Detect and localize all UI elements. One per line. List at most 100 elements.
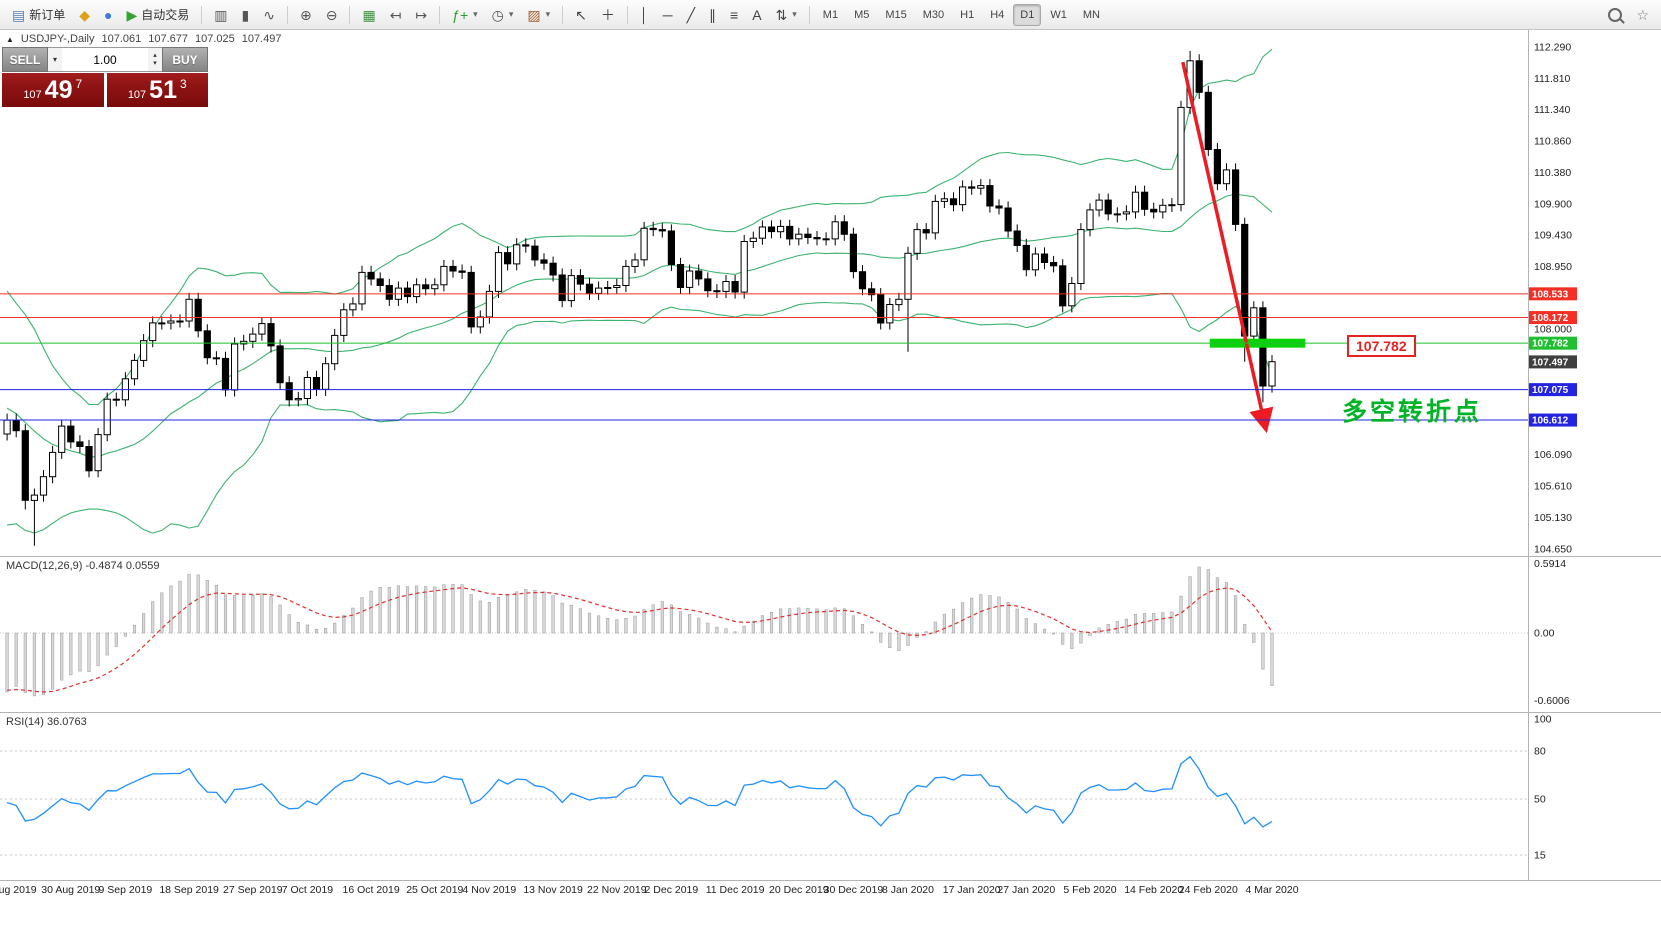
price-tag (1529, 287, 1577, 301)
buy-button[interactable]: BUY (162, 47, 208, 72)
candle-body (349, 303, 357, 311)
candle-body (676, 264, 685, 288)
tf-m30[interactable]: M30 (922, 8, 945, 21)
date-axis-label: 17 Jan 2020 (943, 884, 1001, 896)
volume-input[interactable] (62, 47, 148, 72)
channel-icon: ∥ (709, 6, 717, 23)
channel-button[interactable]: ∥ (703, 4, 722, 26)
tf-h4[interactable]: H4 (990, 8, 1005, 21)
text-button[interactable]: A (746, 4, 767, 26)
community-button[interactable]: ● (98, 4, 118, 26)
candle-body (758, 226, 766, 239)
macd-histogram-bar (387, 586, 391, 634)
favorites-icon: ☆ (1636, 6, 1649, 23)
crosshair-button[interactable]: ＋ (595, 4, 621, 26)
macd-histogram-bar (879, 632, 883, 643)
trendline-button[interactable]: ╱ (681, 4, 701, 26)
tile-windows-button[interactable]: ▦ (356, 4, 381, 26)
tf-mn[interactable]: MN (1082, 8, 1100, 21)
turning-point-annotation[interactable]: 多空转折点 (1342, 398, 1483, 426)
bollinger-upper-band (6, 48, 1273, 406)
tf-h1[interactable]: H1 (960, 8, 975, 21)
macd-histogram-bar (41, 632, 46, 696)
candle-body (1131, 191, 1140, 213)
candle-body (995, 205, 1003, 209)
candle-body (858, 271, 867, 290)
sell-price-button[interactable]: 107 49 7 (2, 73, 104, 107)
macd-histogram-bar (14, 632, 18, 687)
periods-button[interactable]: ◷ ▾ (486, 4, 520, 26)
macd-histogram-bar (1079, 632, 1083, 644)
candlestick-button[interactable]: ▮ (236, 4, 256, 26)
templates-button[interactable]: ▨ ▾ (521, 4, 556, 26)
macd-histogram-bar (524, 589, 528, 634)
candle-body (895, 298, 903, 306)
chart-shift-button[interactable]: ↦ (409, 4, 433, 26)
candle-body (1268, 361, 1276, 387)
candle-body (76, 441, 84, 447)
candle-body (704, 278, 712, 292)
candle-body (622, 265, 630, 286)
buy-price-button[interactable]: 107 51 3 (106, 73, 208, 107)
indicators-button[interactable]: ƒ+ ▾ (446, 4, 484, 26)
ohlc-close: 107.497 (241, 33, 282, 45)
macd-histogram-bar (688, 614, 692, 634)
horizontal-line-button[interactable]: ─ (657, 4, 679, 26)
search-icon (1608, 7, 1623, 22)
macd-histogram-bar (506, 595, 510, 634)
autotrade-button[interactable]: ▶ 自动交易 (121, 4, 196, 26)
candle-body (1104, 199, 1112, 215)
macd-histogram-bar (724, 628, 728, 634)
fibonacci-button[interactable]: ≡ (724, 4, 744, 26)
volume-stepper[interactable]: ▴ ▾ (148, 47, 162, 72)
new-order-button[interactable]: ▤ 新订单 (6, 4, 71, 26)
trend-arrow[interactable] (1181, 61, 1274, 434)
candle-body (194, 298, 202, 332)
candle-body (1077, 229, 1085, 285)
candle-body (940, 198, 948, 202)
toolbar-separator (562, 5, 564, 24)
sell-button[interactable]: SELL (2, 47, 48, 72)
collapse-arrow-icon[interactable]: ▲ (6, 34, 14, 44)
macd-histogram-bar (51, 632, 55, 690)
macd-histogram-bar (1106, 623, 1110, 634)
arrows-button[interactable]: ⇅ ▾ (770, 4, 803, 26)
tf-d1[interactable]: D1 (1013, 3, 1042, 26)
candle-body (822, 238, 830, 241)
zoom-out-button[interactable]: ⊖ (320, 4, 344, 26)
candle-body (267, 323, 275, 347)
metaeditor-button[interactable]: ◆ (73, 4, 96, 26)
candle-body (449, 265, 457, 272)
candle-body (813, 237, 821, 240)
vertical-line-button[interactable]: │ (634, 4, 655, 26)
candle-body (686, 270, 694, 288)
candle-body (531, 245, 539, 261)
tf-m1[interactable]: M1 (822, 8, 839, 21)
volume-dropdown[interactable]: ▾ (48, 47, 62, 72)
price-callout-label[interactable]: 107.782 (1347, 335, 1416, 357)
candle-body (631, 259, 639, 267)
search-button[interactable] (1602, 4, 1628, 26)
cursor-button[interactable]: ↖ (569, 4, 593, 26)
tf-m15[interactable]: M15 (885, 8, 907, 21)
macd-histogram-bar (678, 611, 683, 634)
favorites-button[interactable]: ☆ (1630, 4, 1655, 26)
macd-histogram-bar (597, 615, 601, 634)
macd-histogram-bar (1179, 595, 1183, 634)
macd-histogram-bar (78, 632, 82, 672)
price-tag (1529, 311, 1577, 325)
date-axis-label: 16 Oct 2019 (342, 884, 399, 896)
tf-w1[interactable]: W1 (1050, 8, 1067, 21)
bar-chart-button[interactable]: ▥ (208, 4, 233, 26)
candle-body (1022, 244, 1030, 271)
candle-body (886, 304, 894, 324)
zoom-in-button[interactable]: ⊕ (294, 4, 318, 26)
auto-scroll-button[interactable]: ↤ (384, 4, 408, 26)
candle-body (1040, 253, 1049, 263)
candle-body (367, 271, 375, 280)
tf-m5[interactable]: M5 (854, 8, 870, 21)
line-chart-button[interactable]: ∿ (257, 4, 281, 26)
price-axis-label: 111.340 (1534, 104, 1571, 116)
date-axis-label: 27 Jan 2020 (997, 884, 1055, 896)
